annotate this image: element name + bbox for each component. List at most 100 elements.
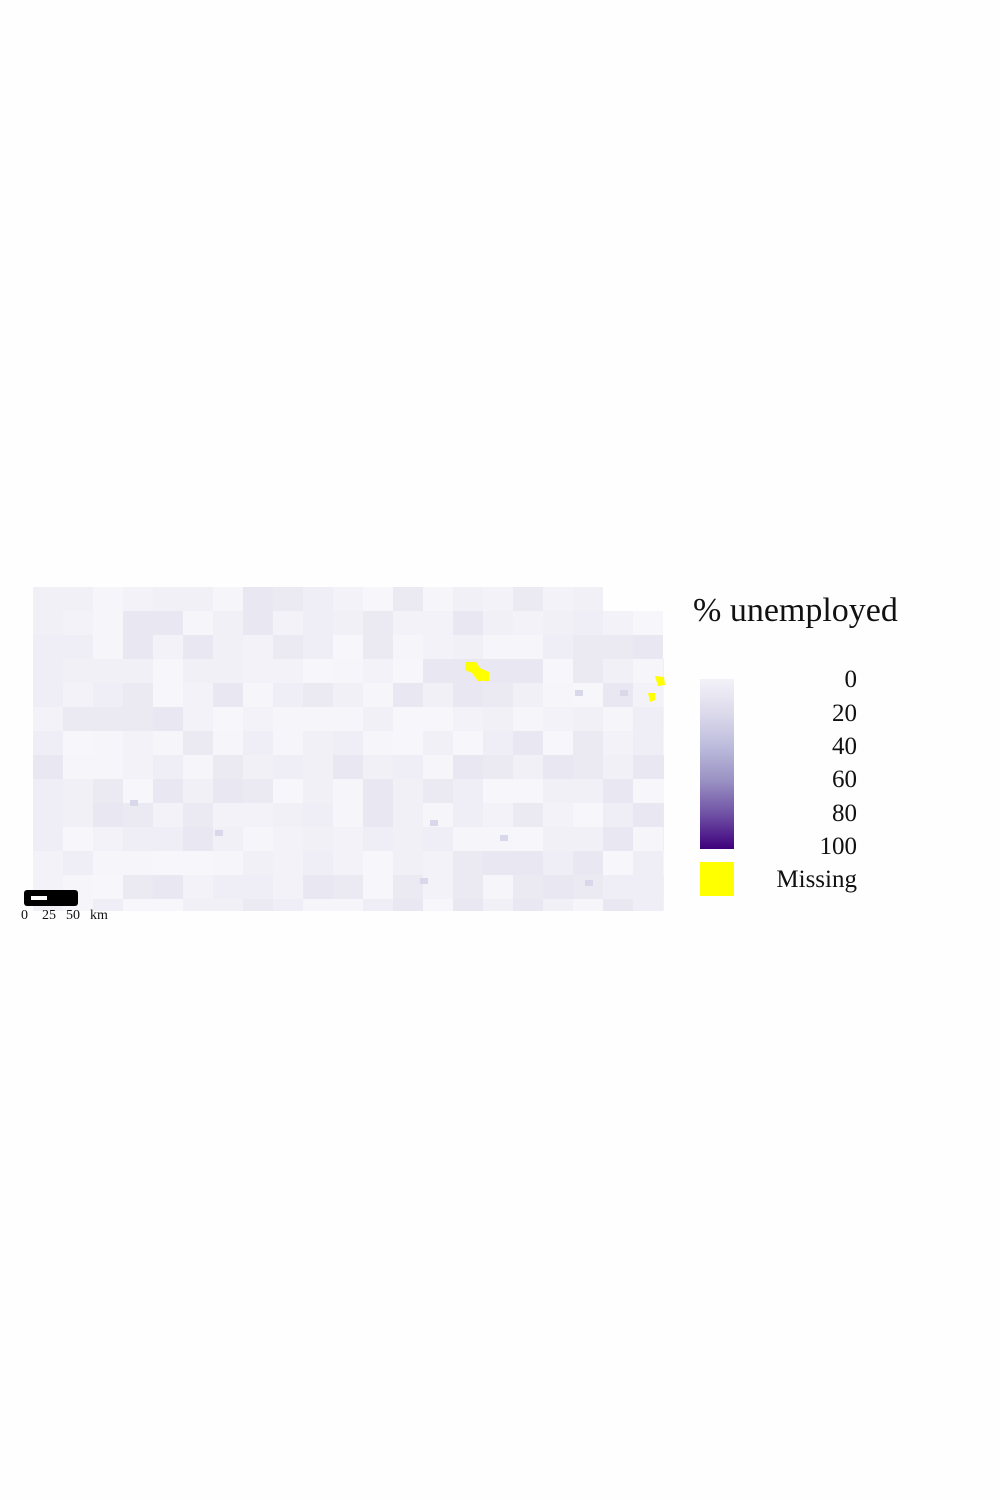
tract	[273, 803, 303, 827]
legend-tick-80: 80	[832, 800, 857, 827]
tract	[483, 611, 513, 635]
tract	[33, 659, 63, 683]
tract	[333, 707, 363, 731]
tract	[333, 659, 363, 683]
tract	[93, 587, 123, 611]
tract	[213, 851, 243, 875]
tract	[393, 707, 423, 731]
tract	[93, 803, 123, 827]
tract	[33, 803, 63, 827]
tract	[33, 779, 63, 803]
tract	[633, 803, 663, 827]
tract	[393, 803, 423, 827]
tract	[363, 683, 393, 707]
tract	[543, 827, 573, 851]
tract	[663, 827, 664, 851]
tract	[213, 779, 243, 803]
tract	[63, 827, 93, 851]
tract	[603, 707, 633, 731]
tract	[363, 611, 393, 635]
tract	[123, 659, 153, 683]
tract	[63, 731, 93, 755]
tract	[93, 659, 123, 683]
tract	[453, 635, 483, 659]
tract	[663, 899, 664, 911]
tract	[153, 803, 183, 827]
tract	[213, 587, 243, 611]
tract	[573, 611, 603, 635]
tract	[393, 587, 423, 611]
tract	[183, 659, 213, 683]
tract	[123, 731, 153, 755]
tract	[273, 779, 303, 803]
tract	[123, 755, 153, 779]
tract	[63, 635, 93, 659]
tract	[633, 851, 663, 875]
tract	[273, 755, 303, 779]
tract	[63, 683, 93, 707]
tract	[573, 827, 603, 851]
tract	[423, 635, 453, 659]
tract	[483, 755, 513, 779]
tract	[153, 587, 183, 611]
tract	[543, 875, 573, 899]
tract	[333, 587, 363, 611]
tract	[393, 611, 423, 635]
tract	[483, 899, 513, 911]
tract	[183, 803, 213, 827]
tract	[423, 779, 453, 803]
tract	[333, 851, 363, 875]
tract	[303, 635, 333, 659]
tract	[453, 851, 483, 875]
tract	[543, 635, 573, 659]
tract	[603, 659, 633, 683]
tract	[423, 587, 453, 611]
tract	[243, 803, 273, 827]
tract	[393, 659, 423, 683]
legend-tick-100: 100	[819, 833, 858, 860]
tract	[273, 731, 303, 755]
tract	[123, 779, 153, 803]
tract	[363, 587, 393, 611]
tract	[243, 611, 273, 635]
tract	[483, 707, 513, 731]
tract	[183, 851, 213, 875]
tract	[63, 803, 93, 827]
tract	[423, 707, 453, 731]
tract	[573, 755, 603, 779]
tract	[573, 707, 603, 731]
tract	[363, 755, 393, 779]
tract	[33, 707, 63, 731]
tract	[93, 683, 123, 707]
tract	[123, 707, 153, 731]
tract	[603, 851, 633, 875]
tract	[663, 755, 664, 779]
scale-label-km: km	[90, 908, 108, 923]
tract	[123, 851, 153, 875]
tract	[633, 827, 663, 851]
tract	[423, 899, 453, 911]
missing-tract	[648, 693, 655, 702]
tract	[543, 587, 573, 611]
tract	[93, 635, 123, 659]
tract	[585, 880, 593, 886]
tract	[303, 731, 333, 755]
missing-tracts	[465, 662, 665, 702]
tract	[33, 611, 63, 635]
tract	[363, 731, 393, 755]
tract	[633, 899, 663, 911]
tract	[123, 587, 153, 611]
tract	[543, 755, 573, 779]
tract	[453, 755, 483, 779]
tract	[543, 899, 573, 911]
tract	[243, 683, 273, 707]
tract	[213, 731, 243, 755]
tract	[303, 851, 333, 875]
tract	[123, 611, 153, 635]
tract	[513, 659, 543, 683]
tract	[603, 899, 633, 911]
tract	[513, 779, 543, 803]
tract	[393, 755, 423, 779]
tract	[513, 731, 543, 755]
missing-tract	[465, 662, 489, 681]
